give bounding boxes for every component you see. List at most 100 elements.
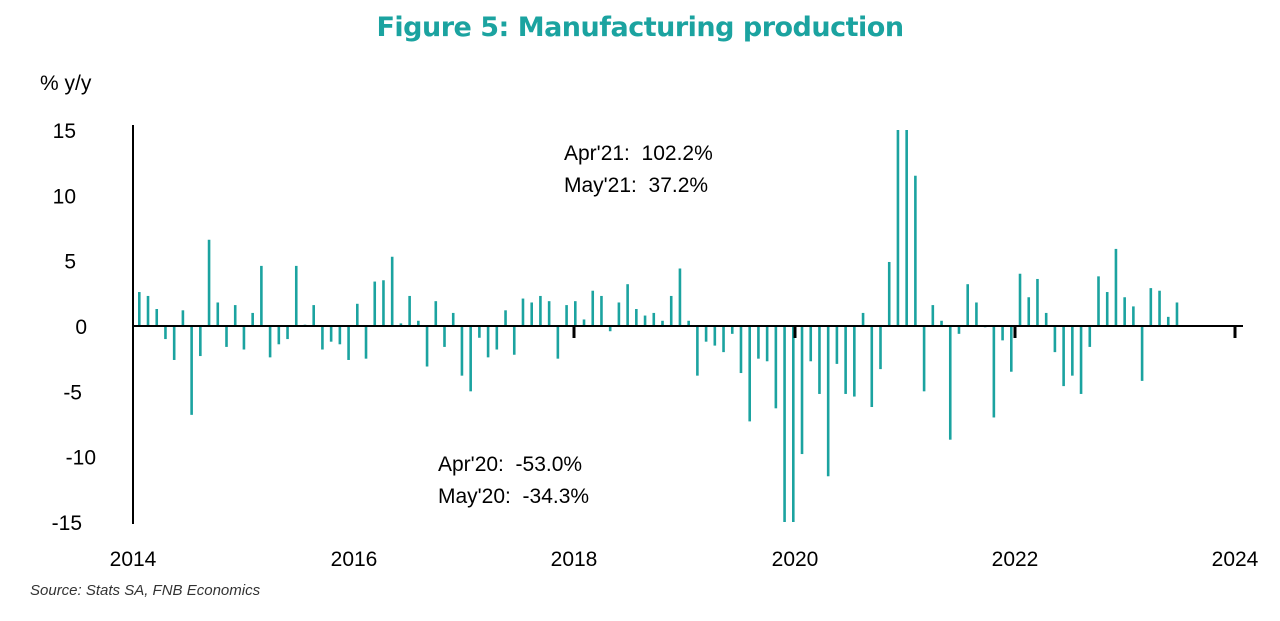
bar xyxy=(669,295,673,326)
bar xyxy=(765,326,769,362)
bar xyxy=(1044,312,1048,326)
bar xyxy=(390,256,394,326)
bar xyxy=(329,326,333,342)
bar xyxy=(364,326,368,359)
bar xyxy=(417,320,420,326)
bar xyxy=(948,326,952,440)
bar xyxy=(512,326,516,355)
x-tick-label: 2022 xyxy=(992,548,1039,571)
bar xyxy=(574,301,577,326)
bar xyxy=(1175,302,1179,326)
source-note: Source: Stats SA, FNB Economics xyxy=(30,582,261,599)
bar xyxy=(164,326,167,340)
bar xyxy=(373,281,377,326)
bar xyxy=(521,298,525,326)
bar xyxy=(207,239,211,326)
bar xyxy=(696,326,699,376)
bar xyxy=(826,326,830,477)
bar xyxy=(914,175,917,326)
bar xyxy=(940,320,943,326)
bar xyxy=(138,292,141,326)
bar xyxy=(739,326,743,374)
bar xyxy=(451,312,455,326)
x-tick-label: 2014 xyxy=(110,548,157,571)
bar xyxy=(1053,326,1057,353)
bar xyxy=(1010,326,1013,372)
bar xyxy=(460,326,464,376)
bar xyxy=(730,326,734,334)
bar xyxy=(268,326,272,358)
bar xyxy=(260,265,263,326)
bar xyxy=(1018,273,1022,326)
bar xyxy=(251,312,254,326)
bar xyxy=(408,295,411,326)
bar xyxy=(277,326,281,345)
bar xyxy=(1105,292,1109,326)
x-tick-label: 2018 xyxy=(551,548,598,571)
bar xyxy=(1114,248,1118,326)
bar xyxy=(1001,326,1004,341)
bar xyxy=(478,326,481,338)
bar xyxy=(312,305,315,326)
x-tick-label: 2024 xyxy=(1212,548,1259,571)
bar xyxy=(425,326,429,367)
bar xyxy=(199,326,202,357)
bar xyxy=(879,326,882,370)
bar xyxy=(469,326,472,392)
bar xyxy=(181,310,185,326)
bar xyxy=(922,326,926,392)
bar xyxy=(809,326,813,362)
bar xyxy=(896,130,900,326)
annotation-may21: May'21: 37.2% xyxy=(564,174,709,197)
bar xyxy=(800,326,804,455)
bar xyxy=(1097,276,1100,326)
bar xyxy=(434,301,438,326)
bar xyxy=(887,261,891,326)
bar xyxy=(347,326,350,360)
bar xyxy=(486,326,490,358)
bar xyxy=(635,309,638,326)
y-tick-label: 15 xyxy=(53,120,76,143)
bar xyxy=(713,326,717,346)
bar xyxy=(155,309,159,326)
bar xyxy=(539,295,542,326)
bar xyxy=(321,326,324,350)
bar xyxy=(547,301,551,326)
bar xyxy=(992,326,996,418)
bar xyxy=(582,319,586,326)
bar xyxy=(792,326,795,522)
y-tick-label: -15 xyxy=(52,512,82,535)
bar xyxy=(399,323,403,326)
annotation-may20: May'20: -34.3% xyxy=(438,485,590,508)
bar xyxy=(556,326,560,359)
bar xyxy=(356,303,359,326)
annotation-apr20: Apr'20: -53.0% xyxy=(438,453,583,476)
bar xyxy=(844,326,847,394)
bar xyxy=(1123,297,1126,326)
bar xyxy=(591,290,595,326)
bar xyxy=(783,326,786,522)
bar xyxy=(1158,290,1161,326)
bar xyxy=(600,295,603,326)
bar xyxy=(1062,326,1065,387)
bar xyxy=(1132,306,1135,326)
bar xyxy=(722,326,725,353)
bar xyxy=(1140,326,1144,381)
x-tick-label: 2016 xyxy=(331,548,378,571)
bar xyxy=(233,305,237,326)
annotation-apr21: Apr'21: 102.2% xyxy=(564,142,713,165)
bar xyxy=(530,302,533,326)
bar xyxy=(172,326,176,360)
bar xyxy=(190,326,193,415)
bar xyxy=(617,302,621,326)
bar xyxy=(853,326,856,397)
bar xyxy=(1036,278,1039,326)
bar xyxy=(338,326,342,345)
bar xyxy=(975,302,978,326)
bar xyxy=(294,265,298,326)
bar xyxy=(1027,297,1031,326)
bar xyxy=(626,284,629,326)
bar xyxy=(1079,326,1083,394)
bar xyxy=(835,326,839,364)
